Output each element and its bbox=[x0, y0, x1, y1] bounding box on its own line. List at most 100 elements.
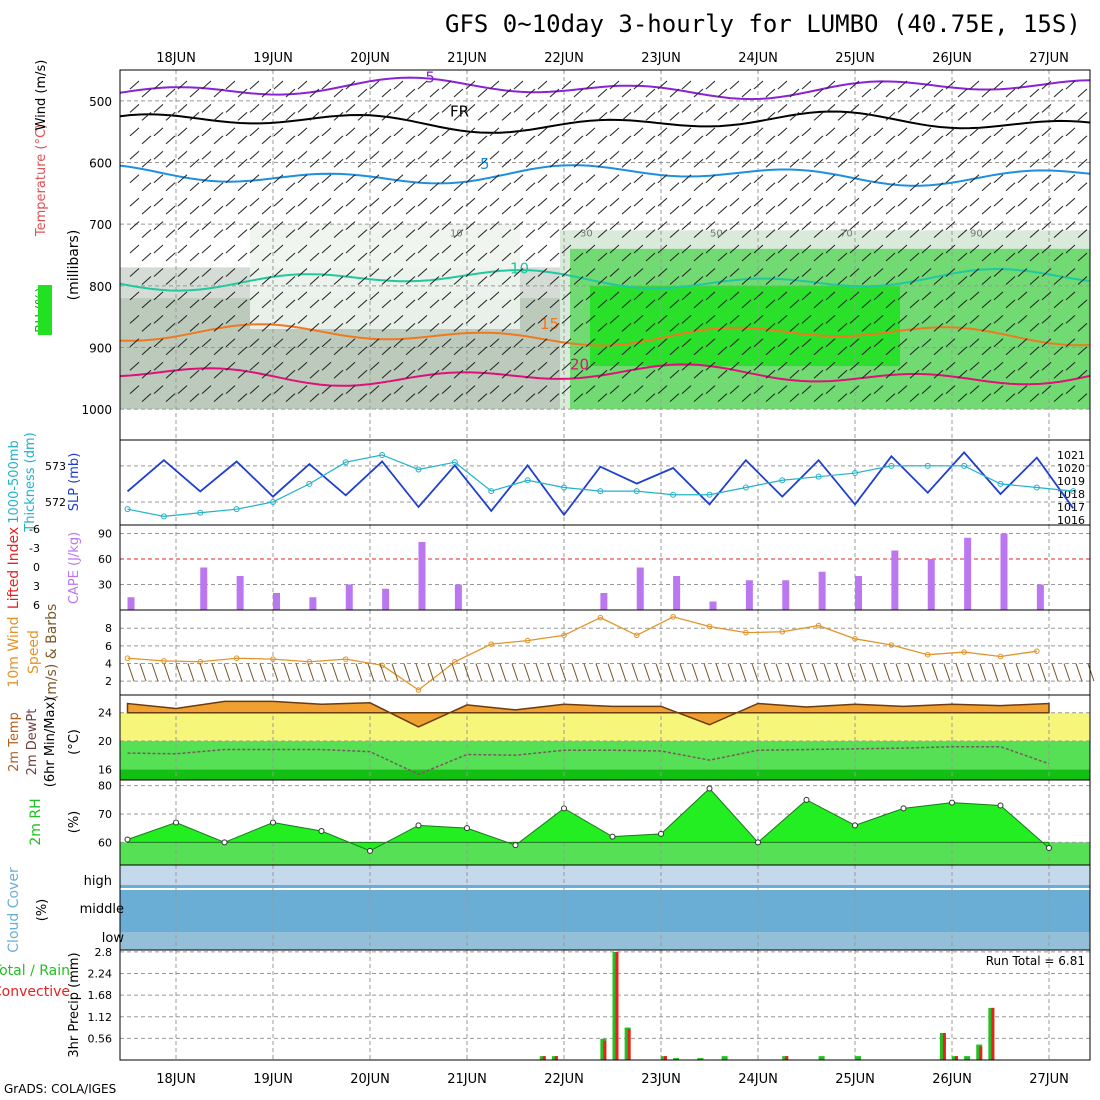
wind-speed-point bbox=[488, 641, 495, 647]
wind-barb bbox=[813, 88, 824, 98]
wind-barb bbox=[717, 322, 728, 332]
contour-line bbox=[119, 267, 1091, 292]
wind-barb bbox=[885, 88, 896, 98]
wind-barb bbox=[525, 252, 536, 262]
wind-barb bbox=[765, 158, 776, 168]
wind-barb bbox=[825, 361, 836, 371]
wind-barb bbox=[513, 385, 524, 395]
wind-barb bbox=[801, 314, 812, 324]
wind-barb bbox=[1017, 127, 1028, 137]
cape-bar bbox=[1036, 584, 1044, 610]
precip-convective-bar bbox=[785, 1056, 789, 1060]
wind-barb bbox=[309, 158, 320, 168]
wind-barb bbox=[1077, 369, 1088, 379]
wind-barb bbox=[933, 276, 944, 285]
wind-barb-10m bbox=[847, 663, 855, 682]
wind-barb bbox=[129, 174, 140, 184]
wind-barb bbox=[489, 127, 500, 137]
wind-barb bbox=[813, 205, 824, 215]
wind-barb bbox=[489, 197, 500, 207]
wind-barb-10m bbox=[511, 663, 519, 682]
wind-barb bbox=[621, 88, 632, 98]
wind-barb bbox=[837, 346, 848, 356]
wind-barb-10m bbox=[379, 663, 387, 682]
wind-barb bbox=[849, 291, 860, 301]
wind-barb bbox=[861, 229, 872, 238]
wind-barb bbox=[993, 244, 1004, 254]
wind-barb bbox=[813, 112, 824, 121]
wind-barb bbox=[921, 291, 932, 301]
wind-barb bbox=[681, 197, 692, 207]
wind-barb bbox=[705, 314, 716, 324]
wind-barb bbox=[765, 88, 776, 98]
wind-barb bbox=[417, 221, 428, 230]
wind-barb-10m bbox=[163, 663, 171, 682]
wind-barb bbox=[189, 276, 200, 285]
temp-band bbox=[120, 741, 1090, 770]
wind-barb bbox=[705, 150, 716, 160]
wind-barb bbox=[465, 197, 476, 207]
wind-barb bbox=[585, 174, 596, 184]
wind-barb bbox=[861, 182, 872, 192]
wind-barb bbox=[285, 229, 296, 238]
wind-barb bbox=[285, 182, 296, 192]
wind-barb bbox=[177, 361, 188, 371]
wind-barb bbox=[765, 393, 776, 403]
wind-barb bbox=[405, 182, 416, 192]
wind-barb bbox=[1041, 361, 1052, 371]
wind-barb bbox=[321, 385, 332, 395]
wind-barb bbox=[441, 197, 452, 207]
wind-barb bbox=[321, 338, 332, 348]
wind-barb bbox=[225, 361, 236, 371]
wind-barb bbox=[1029, 205, 1040, 215]
ylabel-temp-2: 2m DewPt bbox=[25, 709, 40, 776]
wind-speed-point bbox=[452, 658, 458, 665]
wind-barb bbox=[345, 197, 356, 207]
wind-barb bbox=[1077, 158, 1088, 168]
thickness-point bbox=[997, 480, 1004, 487]
wind-barb bbox=[501, 299, 512, 309]
wind-speed-point bbox=[924, 651, 931, 658]
wind-barb bbox=[345, 244, 356, 254]
precip-convective-bar bbox=[942, 1032, 946, 1060]
wind-barb bbox=[1041, 291, 1052, 301]
wind-speed-point bbox=[670, 613, 676, 620]
wind-barb bbox=[189, 88, 200, 98]
wind-barb bbox=[969, 291, 980, 301]
wind-barb bbox=[549, 346, 560, 356]
wind-barb bbox=[273, 291, 284, 301]
precip-total-bar bbox=[673, 1058, 680, 1060]
wind-barb bbox=[1077, 112, 1088, 121]
wind-barb bbox=[753, 338, 764, 348]
wind-barb bbox=[213, 252, 224, 262]
wind-barb bbox=[357, 299, 368, 309]
wind-barb bbox=[369, 314, 380, 324]
wind-barb-10m bbox=[463, 663, 471, 682]
wind-barb bbox=[513, 314, 524, 324]
wind-barb bbox=[477, 88, 488, 98]
wind-barb bbox=[813, 322, 824, 332]
wind-barb bbox=[789, 322, 800, 332]
wind-barb-10m bbox=[319, 663, 327, 682]
wind-barb bbox=[1017, 221, 1028, 230]
wind-barb bbox=[405, 112, 416, 121]
rh-point bbox=[609, 833, 616, 840]
wind-barb bbox=[981, 346, 992, 356]
wind-barb bbox=[897, 197, 908, 207]
wind-barb bbox=[609, 268, 620, 277]
ylabel-cape: CAPE (J/kg) bbox=[67, 532, 82, 604]
wind-barb-10m bbox=[151, 663, 159, 682]
wind-barb-10m bbox=[499, 663, 507, 682]
wind-barb bbox=[669, 182, 680, 192]
wind-barb bbox=[753, 385, 764, 395]
wind-barb bbox=[753, 104, 764, 113]
wind-barb bbox=[261, 299, 272, 309]
wind-barb bbox=[945, 244, 956, 254]
wind-barb bbox=[441, 174, 452, 184]
wind-barb bbox=[333, 299, 344, 309]
wind-barb bbox=[297, 197, 308, 207]
wind-barb bbox=[297, 314, 308, 324]
wind-barb bbox=[573, 229, 584, 238]
cloud-high-band bbox=[120, 865, 1090, 885]
wind-barb bbox=[525, 299, 536, 309]
